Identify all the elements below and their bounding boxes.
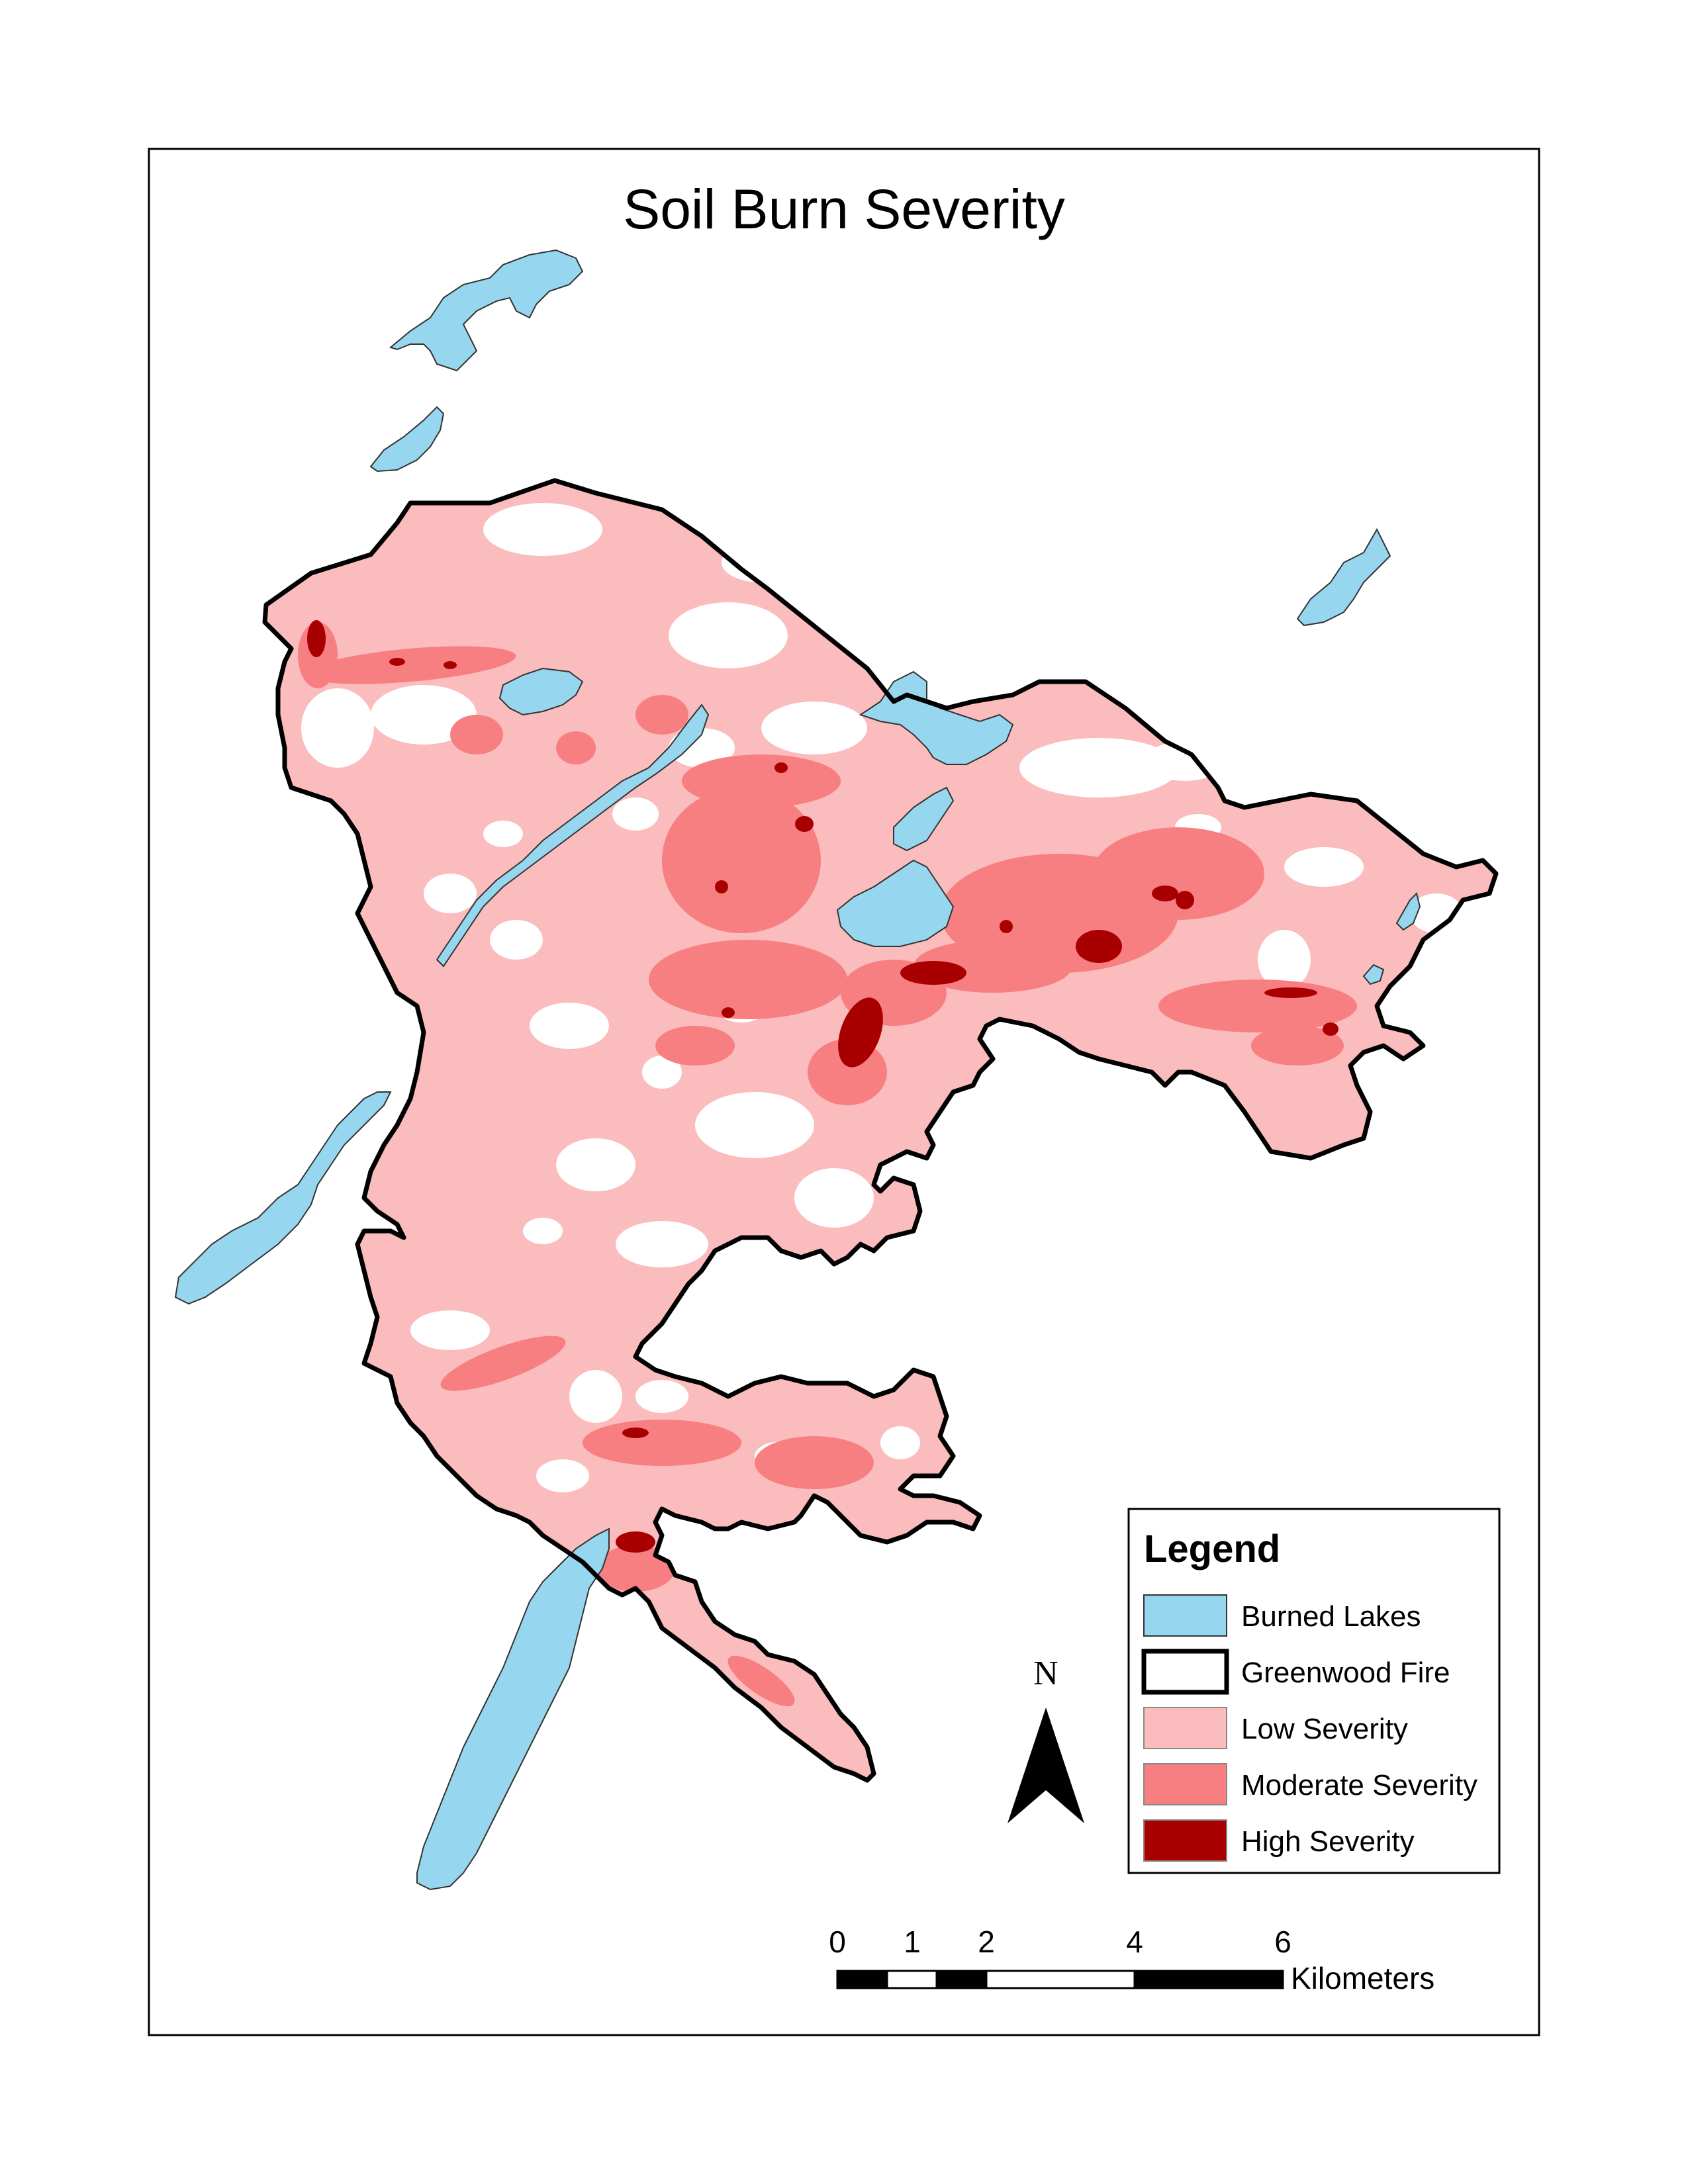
legend-label-moderate-severity: Moderate Severity — [1241, 1769, 1477, 1801]
legend-label-high-severity: High Severity — [1241, 1825, 1415, 1858]
legend-label-greenwood-fire: Greenwood Fire — [1241, 1657, 1450, 1689]
scale-tick-2: 2 — [978, 1925, 995, 1959]
legend-swatch-burned-lakes — [1143, 1594, 1227, 1637]
scale-tick-0: 0 — [829, 1925, 846, 1959]
north-arrow: N — [1008, 1655, 1084, 1823]
legend-swatch-moderate-severity — [1143, 1763, 1227, 1805]
scale-tick-1: 1 — [904, 1925, 921, 1959]
north-arrow-letter: N — [1033, 1655, 1058, 1692]
unburned-patches — [301, 503, 1463, 1492]
legend: Legend Burned Lakes Greenwood Fire Low S… — [1127, 1508, 1501, 1874]
legend-swatch-high-severity — [1143, 1819, 1227, 1862]
lake-river-channel — [436, 704, 710, 968]
greenwood-fire-perimeter — [262, 478, 1499, 1783]
lake-east-bay — [859, 670, 1014, 765]
lake-north — [389, 249, 584, 372]
lake-east-small — [1395, 892, 1421, 931]
lake-west — [174, 1091, 392, 1305]
scale-tick-6: 6 — [1274, 1925, 1291, 1959]
scale-segment-4 — [1133, 1970, 1284, 1989]
lake-center-large — [836, 859, 955, 947]
lake-northwest-small — [369, 406, 445, 473]
burned-lakes-layer — [174, 249, 1421, 1891]
legend-label-burned-lakes: Burned Lakes — [1241, 1600, 1421, 1633]
legend-title: Legend — [1144, 1527, 1280, 1570]
scale-bar: 0 1 2 4 6 Kilometers — [829, 1925, 1434, 1995]
lake-south — [416, 1527, 610, 1891]
scale-segment-2 — [935, 1970, 988, 1989]
lake-center-small — [893, 786, 955, 852]
legend-swatch-greenwood-fire — [1141, 1649, 1229, 1695]
scale-unit-label: Kilometers — [1291, 1961, 1434, 1995]
lake-east-tiny — [1362, 964, 1385, 985]
high-severity-patches — [307, 620, 1338, 1553]
legend-swatch-low-severity — [1143, 1707, 1227, 1749]
map-title: Soil Burn Severity — [623, 178, 1065, 240]
scale-segment-1 — [886, 1970, 938, 1989]
scale-segment-3 — [985, 1970, 1136, 1989]
scale-tick-4: 4 — [1126, 1925, 1143, 1959]
scale-segment-0 — [836, 1970, 888, 1989]
legend-label-low-severity: Low Severity — [1241, 1713, 1408, 1745]
lake-central-north — [498, 667, 584, 716]
lake-northeast — [1296, 527, 1391, 627]
north-arrow-icon — [1008, 1707, 1084, 1823]
